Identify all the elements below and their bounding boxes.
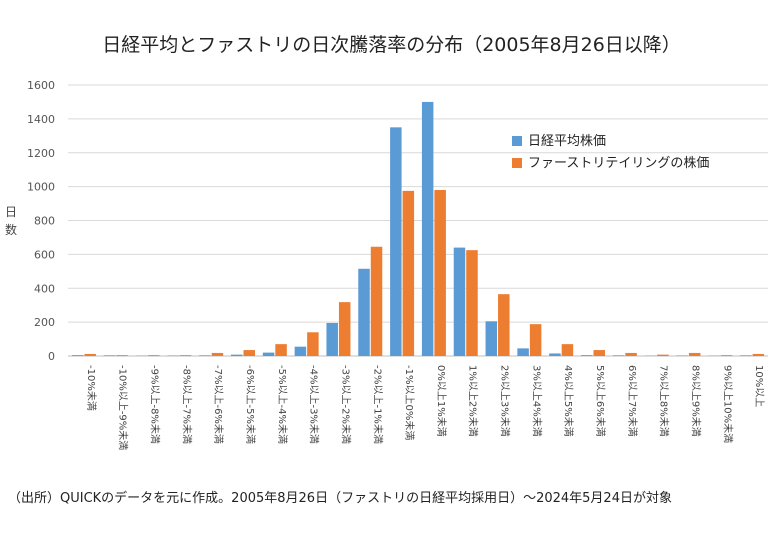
bar-fastretailing <box>84 353 96 356</box>
bar-fastretailing <box>720 355 733 356</box>
x-tick-label: -9%以上-8%未満 <box>149 365 161 444</box>
y-tick-label: 1600 <box>27 79 55 92</box>
bar-nikkei <box>453 247 466 356</box>
x-tick-label: -10%未満 <box>85 365 97 411</box>
bar-fastretailing <box>148 355 160 356</box>
bar-nikkei <box>294 346 307 356</box>
x-tick-label: 0%以上1%未満 <box>435 365 447 437</box>
y-axis-label: 日数 <box>4 205 17 237</box>
x-tick-label: -10%以上-9%未満 <box>117 365 129 450</box>
bar-fastretailing <box>338 302 351 356</box>
x-tick-label: 8%以上9%未満 <box>689 365 701 437</box>
x-tick-label: 2%以上3%未満 <box>499 365 511 437</box>
bar-fastretailing <box>211 352 224 356</box>
y-tick-label: 1200 <box>27 147 55 160</box>
bar-fastretailing <box>116 355 128 356</box>
bar-fastretailing <box>657 354 669 356</box>
bar-nikkei <box>390 127 402 356</box>
x-tick-label: 1%以上2%未満 <box>467 365 479 437</box>
x-tick-label: -1%以上0%未満 <box>403 365 415 440</box>
bar-nikkei <box>581 355 593 356</box>
x-tick-label: -4%以上-3%未満 <box>308 365 320 444</box>
bar-nikkei <box>740 355 752 356</box>
bar-fastretailing <box>466 250 478 356</box>
bar-nikkei <box>167 355 179 356</box>
bar-fastretailing <box>243 350 255 356</box>
x-tick-label: -6%以上-5%未満 <box>244 365 256 444</box>
bar-fastretailing <box>752 353 765 356</box>
source-note: （出所）QUICKのデータを元に作成。2005年8月26日（ファストリの日経平均… <box>8 491 672 506</box>
x-tick-label: 5%以上6%未満 <box>594 365 606 437</box>
bar-fastretailing <box>402 190 415 356</box>
chart-title: 日経平均とファストリの日次騰落率の分布（2005年8月26日以降） <box>102 34 681 56</box>
bar-fastretailing <box>275 344 287 356</box>
y-tick-label: 0 <box>48 350 55 363</box>
x-tick-label: 3%以上4%未満 <box>530 365 542 437</box>
x-tick-label: -8%以上-7%未満 <box>180 365 192 444</box>
bar-nikkei <box>231 354 243 356</box>
bar-nikkei <box>326 322 338 356</box>
bar-nikkei <box>262 352 275 356</box>
y-tick-label: 200 <box>34 316 55 329</box>
bar-fastretailing <box>370 246 383 356</box>
bar-fastretailing <box>593 350 605 356</box>
bar-nikkei <box>103 355 116 356</box>
x-tick-label: -3%以上-2%未満 <box>339 365 351 444</box>
bar-fastretailing <box>498 294 510 356</box>
bar-fastretailing <box>561 344 574 356</box>
bar-fastretailing <box>179 355 192 356</box>
y-tick-label: 1400 <box>27 113 55 126</box>
y-tick-label: 400 <box>34 282 55 295</box>
x-tick-label: -5%以上-4%未満 <box>276 365 288 444</box>
x-tick-label: 4%以上5%未満 <box>562 365 574 437</box>
bar-nikkei <box>71 355 84 356</box>
y-tick-label: 800 <box>34 215 55 228</box>
x-tick-label: 6%以上7%未満 <box>626 365 638 437</box>
x-tick-label: 7%以上8%未満 <box>658 365 670 437</box>
bar-nikkei <box>549 353 561 356</box>
legend-swatch-nikkei <box>512 136 522 146</box>
bar-nikkei <box>199 355 211 356</box>
bar-nikkei <box>485 321 498 356</box>
x-tick-label: -7%以上-6%未満 <box>212 365 224 444</box>
x-tick-label: -2%以上-1%未満 <box>371 365 383 444</box>
legend-label-fastretailing: ファーストリテイリングの株価 <box>528 156 709 171</box>
bar-fastretailing <box>434 190 446 356</box>
bar-fastretailing <box>307 332 319 356</box>
legend-label-nikkei: 日経平均株価 <box>528 134 606 149</box>
x-tick-label: 10%以上 <box>753 365 765 407</box>
x-tick-label: 9%以上10%未満 <box>721 365 733 443</box>
bar-fastretailing <box>625 352 637 356</box>
bar-nikkei <box>358 268 370 356</box>
y-tick-label: 600 <box>34 248 55 261</box>
legend-swatch-fastretailing <box>512 158 522 168</box>
bar-nikkei <box>517 348 529 356</box>
bar-nikkei <box>612 355 625 356</box>
bar-nikkei <box>421 101 434 356</box>
y-tick-label: 1000 <box>27 181 55 194</box>
bar-fastretailing <box>529 324 542 356</box>
bar-nikkei <box>676 355 688 356</box>
bar-fastretailing <box>688 352 701 356</box>
